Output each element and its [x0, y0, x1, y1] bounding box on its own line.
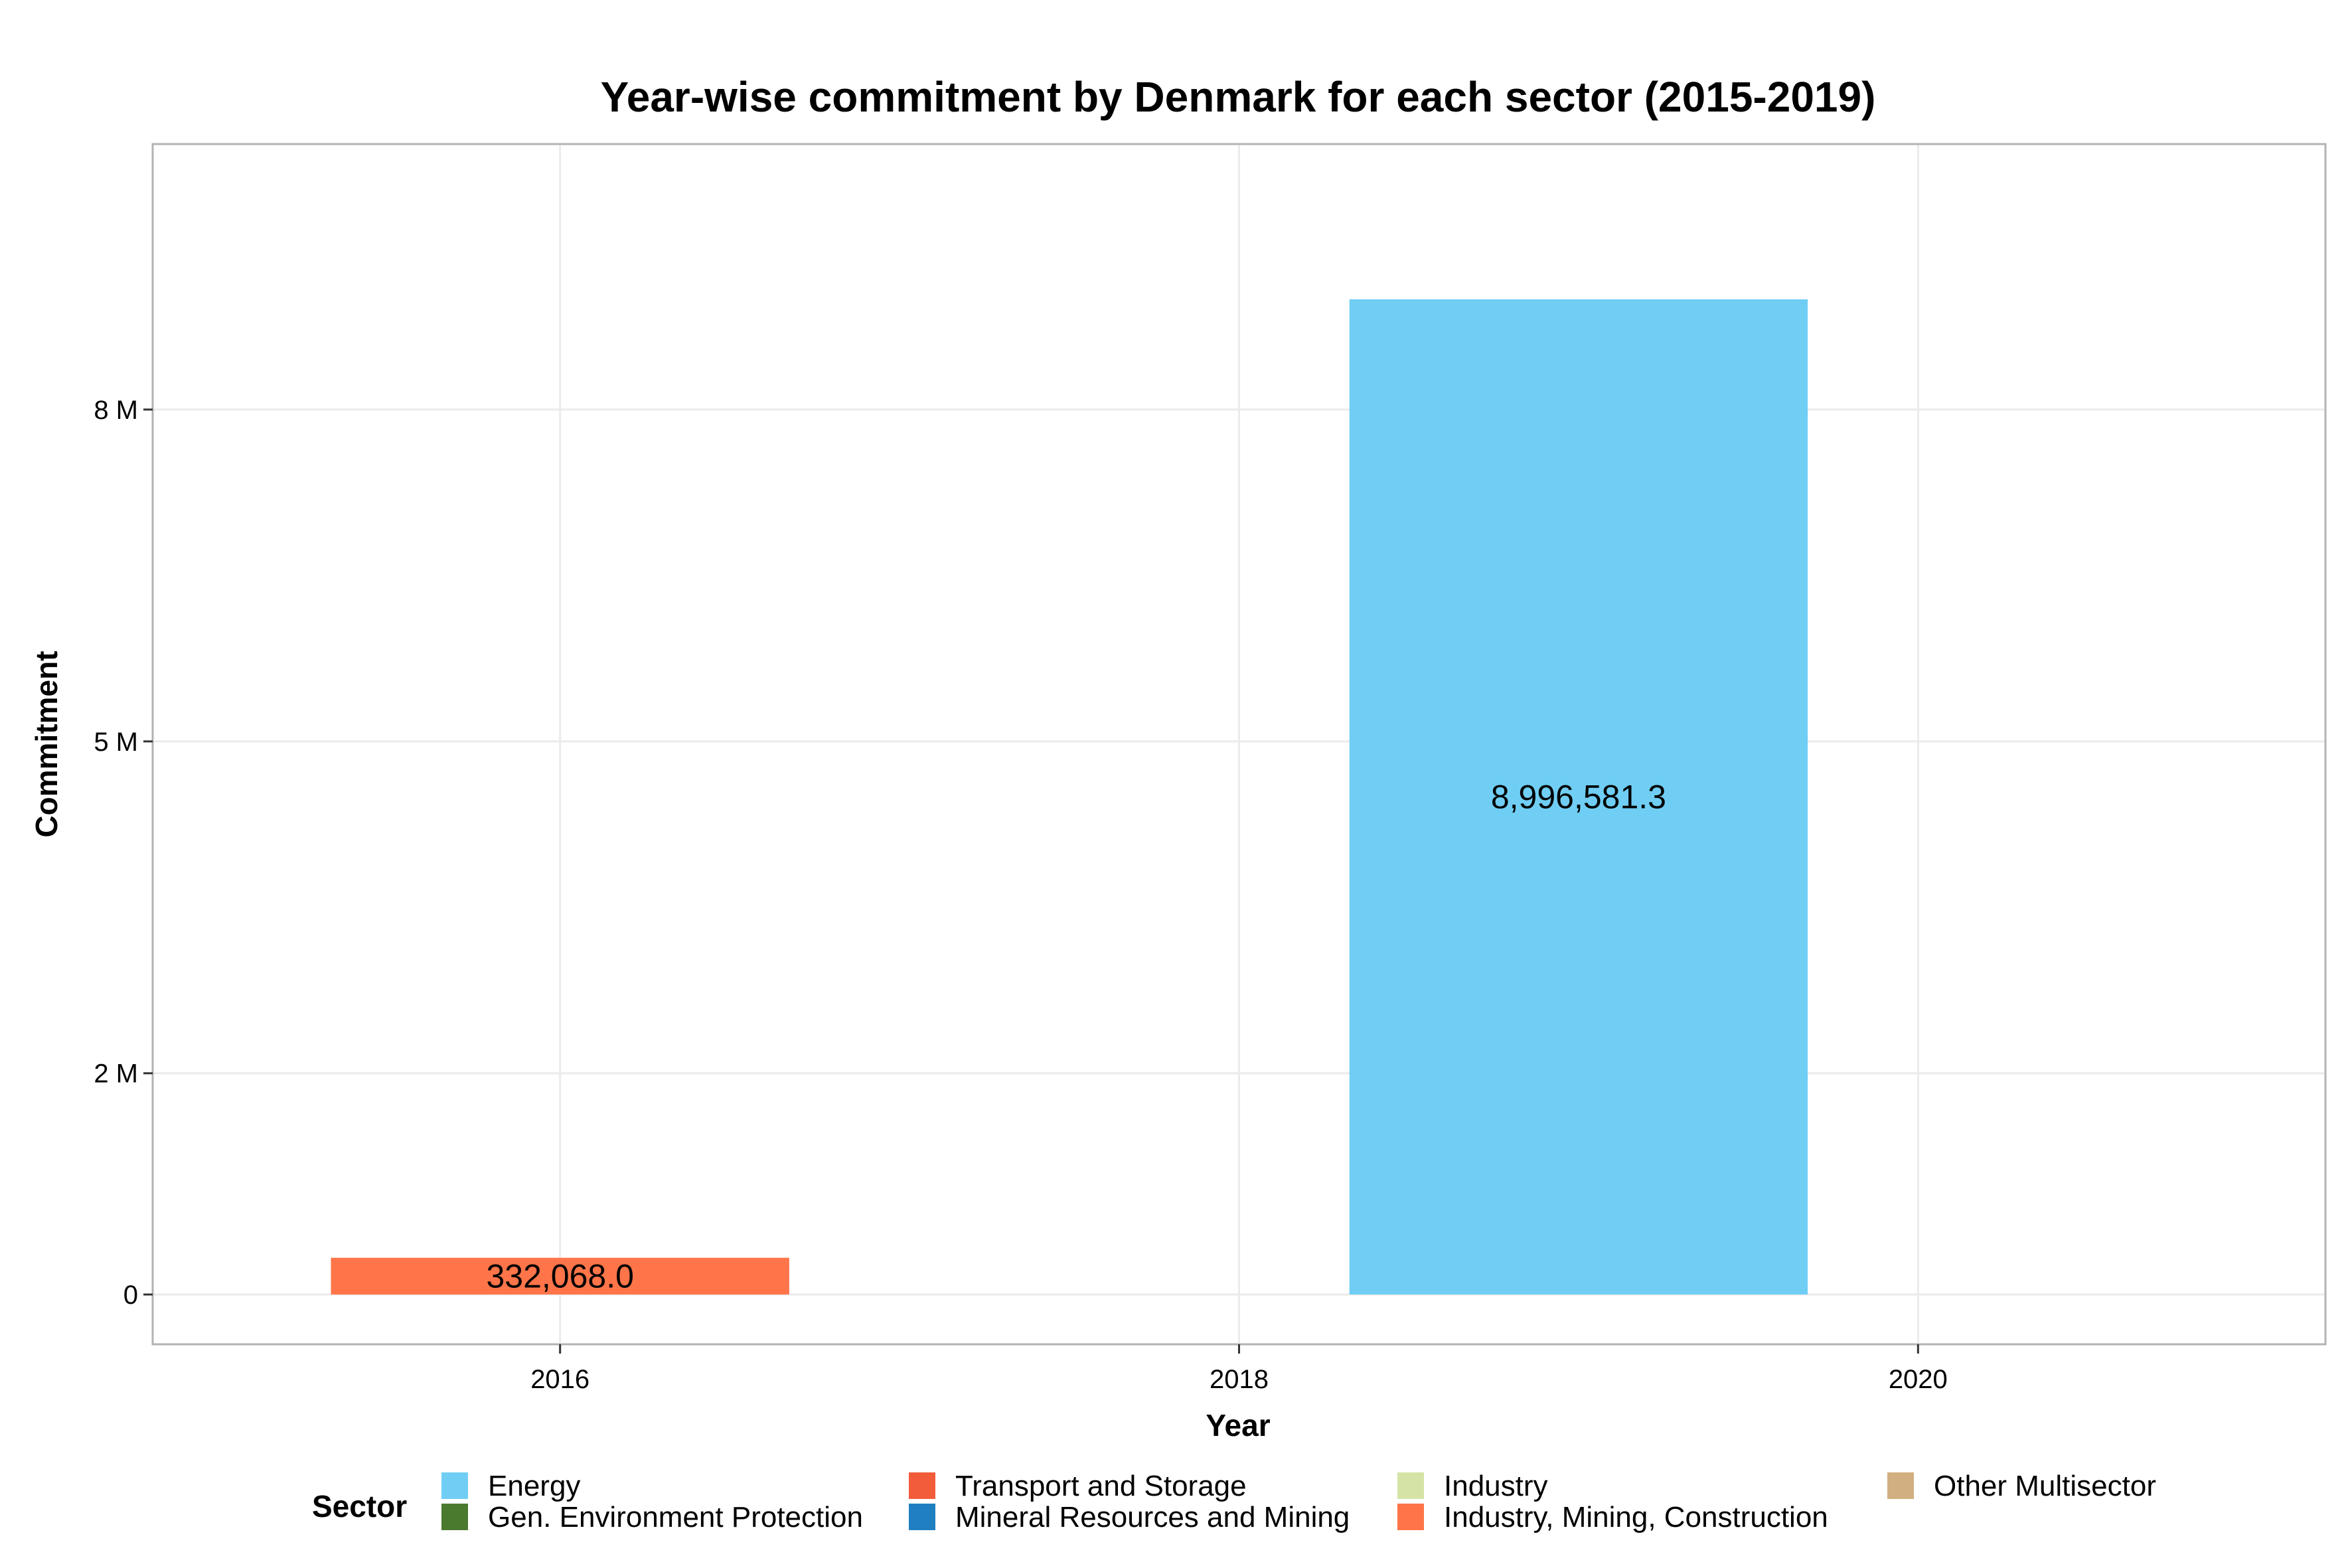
- x-tick-label: 2020: [1889, 1365, 1948, 1394]
- legend-swatch: [909, 1472, 935, 1499]
- x-axis-title: Year: [1206, 1408, 1270, 1443]
- axes: 0 2 M 5 M 8 M 2016 2018 2020: [94, 396, 1947, 1394]
- legend-label: Energy: [488, 1470, 580, 1502]
- legend-label: Industry, Mining, Construction: [1444, 1501, 1828, 1533]
- legend-label: Other Multisector: [1934, 1470, 2156, 1502]
- y-tick-label: 8 M: [94, 396, 138, 425]
- chart-title: Year-wise commitment by Denmark for each…: [601, 73, 1876, 121]
- x-tick-label: 2018: [1210, 1365, 1269, 1394]
- legend-swatch: [1397, 1504, 1424, 1530]
- legend-swatch: [1887, 1472, 1914, 1499]
- legend-swatch: [1397, 1472, 1424, 1499]
- bar: [331, 1257, 789, 1295]
- data-label: 332,068.0: [486, 1257, 633, 1294]
- legend-title: Sector: [312, 1489, 407, 1524]
- x-tick-label: 2016: [530, 1365, 589, 1394]
- data-labels: 332,068.0 8,996,581.3: [486, 778, 1666, 1294]
- y-tick-label: 2 M: [94, 1059, 138, 1089]
- y-axis-title: Commitment: [29, 651, 64, 837]
- bar: [1349, 299, 1808, 1295]
- bars: [331, 299, 1808, 1295]
- legend-label: Gen. Environment Protection: [488, 1501, 863, 1533]
- y-tick-label: 5 M: [94, 728, 138, 757]
- legend-swatch: [441, 1472, 468, 1499]
- legend-swatch: [909, 1504, 935, 1530]
- data-label: 8,996,581.3: [1491, 778, 1666, 815]
- legend-label: Mineral Resources and Mining: [955, 1501, 1350, 1533]
- legend-swatch: [441, 1504, 468, 1530]
- legend-label: Transport and Storage: [955, 1470, 1247, 1502]
- legend-label: Industry: [1444, 1470, 1548, 1502]
- y-tick-label: 0: [123, 1281, 138, 1310]
